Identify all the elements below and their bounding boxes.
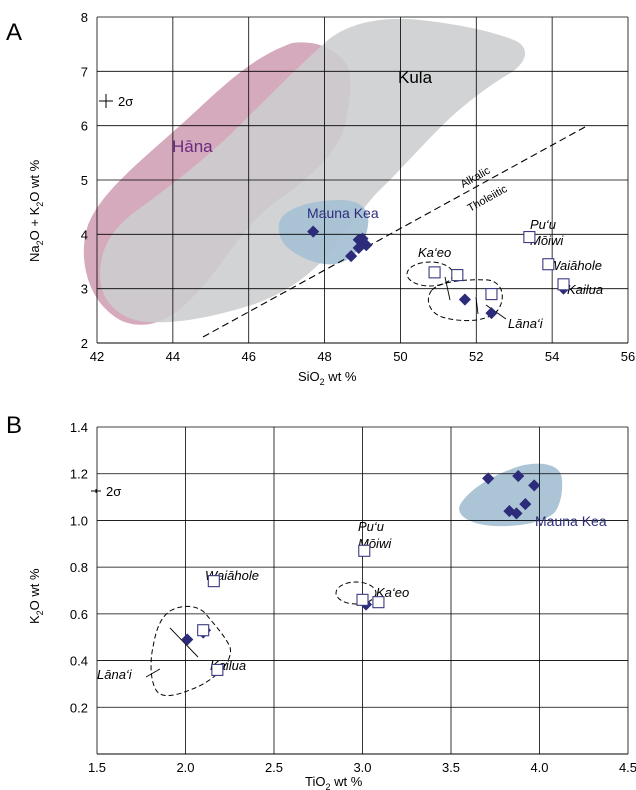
data-point-diamond-a [485, 307, 498, 320]
hana-field-label: Hāna [172, 137, 213, 156]
tie-line-a2 [475, 296, 479, 315]
lanai-outline-a [427, 279, 503, 322]
error-bar-b [91, 489, 101, 493]
data-point-square-a [557, 278, 570, 291]
data-point-diamond-b [528, 479, 541, 492]
y-axis-title-b: K2O wt % [27, 568, 45, 624]
kaeo-outline-b [335, 581, 377, 605]
data-point-diamond-b [510, 507, 523, 520]
mauna-kea-field [278, 200, 369, 265]
grid-b [96, 426, 629, 755]
data-point-square-b [358, 544, 371, 557]
annotation-kailua-a: Kailua [567, 282, 603, 297]
data-point-square-a [428, 266, 441, 279]
x-tick-label-a: 52 [469, 349, 483, 364]
mauna-kea-field-b [459, 463, 563, 527]
data-point-square-b [372, 596, 385, 609]
y-tick-label-a: 5 [81, 173, 88, 188]
x-tick-label-b: 3.0 [353, 760, 371, 775]
y-tick-label-b: 1.4 [70, 420, 88, 435]
annotation-kaeo-a: Ka‘eo [418, 245, 451, 260]
data-point-diamond-b [519, 498, 532, 511]
x-tick-label-a: 54 [545, 349, 559, 364]
y-tick-label-b: 0.2 [70, 700, 88, 715]
annotation-lanai-a: Lāna‘i [508, 316, 544, 331]
data-point-diamond-a [360, 239, 373, 252]
annotation-puu-a: Pu‘u [530, 217, 556, 232]
annotation-puu-b: Pu‘u [358, 519, 384, 534]
x-tick-label-b: 3.5 [442, 760, 460, 775]
x-tick-label-a: 48 [317, 349, 331, 364]
error-bar-a [99, 94, 113, 108]
data-point-diamond-a [345, 250, 358, 263]
panel-b: B 1.5 2.0 2.5 3.0 3.5 4.0 4.50.20.40.60.81.01.… [6, 412, 636, 790]
data-marks-b [181, 469, 541, 676]
x-tick-label-b: 1.5 [88, 760, 106, 775]
kula-field [100, 18, 526, 323]
data-point-diamond-b [181, 633, 194, 646]
axis-ticks-b: 1.5 2.0 2.5 3.0 3.5 4.0 4.5 0.2 0.4 0.6 0.8 1.0 1.2 1… [70, 420, 636, 775]
x-tick-label-a: 46 [241, 349, 255, 364]
mauna-kea-field-label-a: Mauna Kea [307, 205, 379, 221]
y-tick-label-a: 2 [81, 336, 88, 351]
tholeiitic-label: Tholeiitic [466, 183, 510, 215]
y-tick-label-b: 1.2 [70, 467, 88, 482]
alkalic-tholeiitic-divider [202, 126, 586, 338]
data-point-square-b [356, 593, 369, 606]
data-point-square-b [197, 624, 210, 637]
data-marks-a [307, 225, 570, 320]
y-axis-title-a: Na2O + K2O wt % [27, 159, 45, 262]
x-tick-label-b: 2.5 [265, 760, 283, 775]
x-tick-label-a: 44 [166, 349, 180, 364]
annotation-lanai-b: Lāna‘i [97, 667, 133, 682]
x-tick-label-b: 4.5 [619, 760, 636, 775]
mauna-kea-field-label-b: Mauna Kea [535, 513, 607, 529]
y-tick-label-a: 7 [81, 64, 88, 79]
data-point-diamond-a [458, 293, 471, 306]
tie-line-a1 [444, 276, 451, 301]
annotation-moiwi-a: Mōiwi [530, 233, 564, 248]
leader-lanai-b [145, 668, 161, 678]
y-tick-label-b: 0.8 [70, 560, 88, 575]
x-axis-title-b: TiO2 wt % [305, 774, 363, 790]
annotation-waiahole-a: Waiāhole [548, 258, 602, 273]
panel-a-label: A [6, 19, 22, 46]
x-tick-label-a: 50 [393, 349, 407, 364]
data-point-square-b [207, 575, 220, 588]
panel-b-label: B [6, 412, 22, 439]
x-tick-label-a: 42 [90, 349, 104, 364]
y-tick-label-a: 8 [81, 10, 88, 25]
y-tick-label-b: 1.0 [70, 513, 88, 528]
x-axis-title-a: SiO2 wt % [298, 369, 357, 387]
tie-line-b1 [169, 627, 199, 658]
data-point-square-a [523, 231, 536, 244]
y-tick-label-b: 0.6 [70, 607, 88, 622]
kula-field-label: Kula [398, 68, 433, 87]
y-tick-label-b: 0.4 [70, 654, 88, 669]
error-bar-b-label: 2σ [106, 484, 121, 499]
data-point-square-a [451, 269, 464, 282]
data-point-diamond-b [512, 469, 525, 483]
x-tick-label-a: 56 [621, 349, 635, 364]
y-tick-label-a: 6 [81, 119, 88, 134]
y-tick-label-a: 3 [81, 282, 88, 297]
error-bar-a-label: 2σ [118, 94, 133, 109]
data-point-diamond-b [482, 472, 495, 485]
x-tick-label-b: 2.0 [176, 760, 194, 775]
data-point-square-b [211, 663, 224, 676]
grid-a [96, 16, 629, 344]
data-point-square-a [485, 288, 498, 301]
lanai-outline-b [150, 605, 231, 697]
data-point-square-a [542, 258, 555, 271]
y-tick-label-a: 4 [81, 227, 88, 242]
data-point-diamond-a [307, 225, 320, 238]
x-tick-label-b: 4.0 [530, 760, 548, 775]
